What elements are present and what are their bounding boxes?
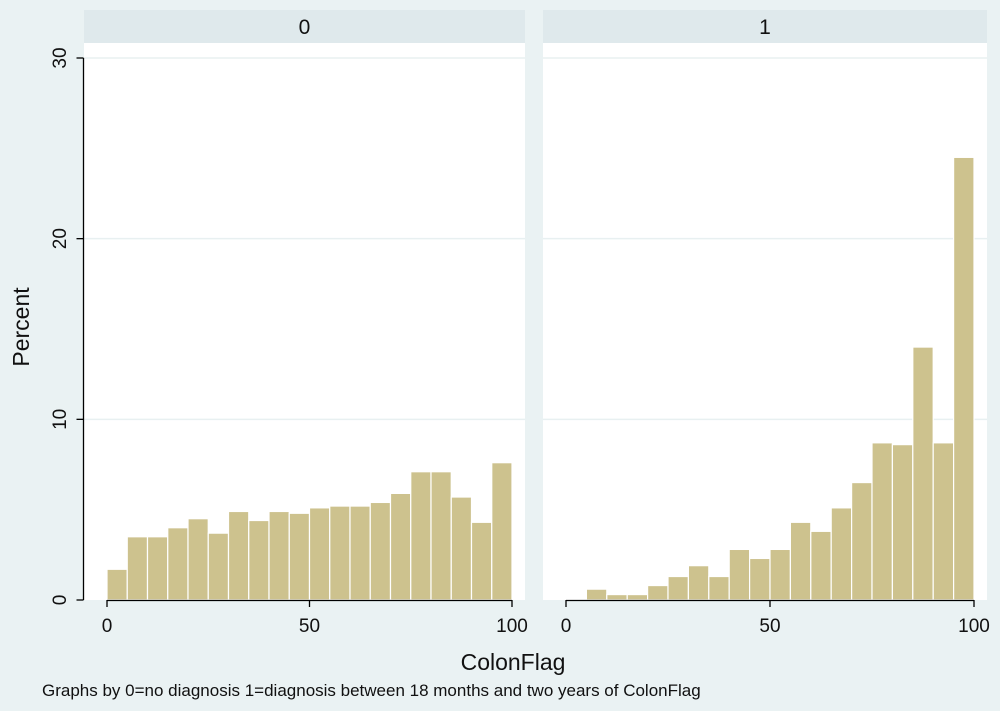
- histogram-bar: [789, 521, 812, 601]
- histogram-bar: [871, 442, 893, 601]
- histogram-bar: [146, 536, 169, 601]
- histogram-bar: [470, 521, 493, 601]
- histogram-bar: [708, 575, 730, 601]
- x-axis-title: ColonFlag: [461, 649, 566, 675]
- histogram-bar: [227, 510, 250, 601]
- panel-strip-label: 0: [299, 16, 311, 39]
- histogram-bar: [126, 536, 149, 601]
- histogram-bar: [952, 156, 975, 601]
- histogram-bar: [430, 471, 452, 601]
- x-tick-label: 0: [561, 616, 572, 637]
- histogram-bar: [207, 532, 230, 601]
- y-tick-label: 0: [50, 595, 71, 606]
- y-tick-label: 20: [50, 228, 71, 249]
- panel-0: 0 0 50 100: [84, 10, 528, 637]
- histogram-bar: [728, 548, 751, 601]
- histogram-bar: [288, 512, 311, 601]
- histogram-bar: [626, 593, 649, 601]
- panel-strip: [543, 10, 987, 43]
- y-tick-label: 10: [50, 409, 71, 430]
- histogram-bar: [585, 588, 608, 601]
- panel-strip: [84, 10, 525, 43]
- histogram-bar: [329, 505, 351, 601]
- x-tick-label: 100: [496, 616, 528, 637]
- histogram-bar: [349, 505, 371, 601]
- histogram-bar: [606, 593, 628, 601]
- histogram-bar: [491, 462, 513, 601]
- panels-layer: 0 0 50 100 1 0 50 100: [84, 10, 990, 637]
- histogram-bar: [687, 565, 710, 601]
- histogram-bar: [410, 471, 432, 601]
- y-axis-title: Percent: [8, 287, 34, 367]
- histogram-bar: [308, 507, 331, 601]
- histogram-bar: [830, 507, 853, 601]
- histogram-bar: [248, 519, 270, 601]
- histogram-bar: [106, 568, 128, 601]
- x-tick-label: 50: [299, 616, 320, 637]
- histogram-bar: [389, 492, 412, 601]
- histogram-bar: [932, 442, 955, 601]
- histogram-bar: [646, 584, 669, 601]
- histogram-bar: [748, 557, 771, 601]
- panel-1: 1 0 50 100: [543, 10, 990, 637]
- histogram-bar: [912, 346, 934, 601]
- histogram-bar: [268, 510, 290, 601]
- y-axis: 0 10 20 30: [50, 47, 85, 606]
- histogram-bar: [891, 444, 914, 601]
- histogram-bar: [769, 548, 791, 601]
- x-tick-label: 50: [759, 616, 780, 637]
- histogram-bar: [450, 496, 473, 601]
- histogram-bar: [850, 481, 873, 601]
- histogram-bar: [187, 518, 209, 601]
- y-tick-label: 30: [50, 47, 71, 68]
- histogram-bar: [667, 575, 689, 601]
- graphs-by-note: Graphs by 0=no diagnosis 1=diagnosis bet…: [42, 681, 701, 700]
- histogram-bar: [167, 527, 189, 601]
- histogram-bar: [369, 501, 392, 601]
- panel-strip-label: 1: [759, 16, 771, 39]
- x-tick-label: 0: [102, 616, 113, 637]
- x-tick-label: 100: [958, 616, 990, 637]
- histogram-bar: [810, 530, 832, 601]
